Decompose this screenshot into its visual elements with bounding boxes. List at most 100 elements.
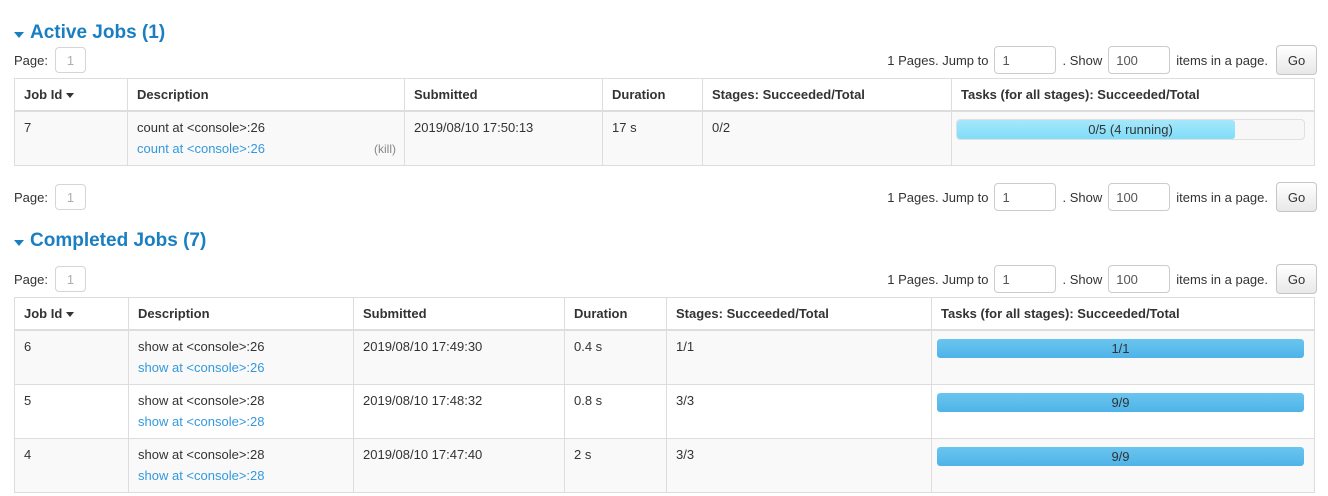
cell-submitted: 2019/08/10 17:50:13	[404, 110, 603, 166]
items-per-page-input[interactable]	[1108, 46, 1171, 74]
items-per-page-input[interactable]	[1108, 183, 1171, 211]
cell-description: show at <console>:28 show at <console>:2…	[128, 384, 354, 439]
cell-stages: 3/3	[666, 438, 932, 493]
items-in-page-label: items in a page.	[1176, 52, 1268, 68]
cell-submitted: 2019/08/10 17:47:40	[353, 438, 565, 493]
active-pagination-controls-bottom: 1 Pages. Jump to . Show items in a page.…	[887, 182, 1317, 212]
task-progress-label: 0/5 (4 running)	[1088, 122, 1173, 137]
cell-tasks-progress: 9/9	[931, 384, 1315, 439]
cell-stages: 0/2	[702, 110, 952, 166]
active-pagination-top: Page: 1 1 Pages. Jump to . Show items in…	[0, 42, 1328, 78]
task-progress-label: 9/9	[1111, 449, 1130, 464]
job-description-text: show at <console>:26	[138, 339, 265, 354]
go-button[interactable]: Go	[1276, 182, 1317, 212]
column-header-stages[interactable]: Stages: Succeeded/Total	[702, 78, 952, 112]
items-per-page-input[interactable]	[1108, 265, 1171, 293]
completed-jobs-header-label: Completed Jobs (7)	[30, 230, 207, 251]
active-jobs-table: Job Id Description Submitted Duration St…	[14, 78, 1315, 166]
cell-duration: 17 s	[602, 110, 703, 166]
current-page-box[interactable]: 1	[54, 184, 86, 210]
column-header-job-id-label: Job Id	[24, 306, 63, 321]
cell-job-id: 7	[14, 110, 128, 166]
active-page-indicator-bottom: Page: 1	[14, 184, 86, 210]
cell-description: show at <console>:26 show at <console>:2…	[128, 329, 354, 385]
task-progress-fill	[937, 447, 1304, 466]
jump-to-page-input[interactable]	[994, 183, 1057, 211]
job-description-link[interactable]: show at <console>:28	[138, 414, 265, 429]
cell-submitted: 2019/08/10 17:48:32	[353, 384, 565, 439]
task-progress-bar: 9/9	[936, 392, 1305, 413]
completed-pagination-controls-top: 1 Pages. Jump to . Show items in a page.…	[887, 264, 1317, 294]
job-description-link[interactable]: show at <console>:28	[138, 468, 265, 483]
job-description-text: count at <console>:26	[137, 120, 265, 135]
active-jobs-section: Active Jobs (1)	[0, 0, 1328, 42]
column-header-tasks[interactable]: Tasks (for all stages): Succeeded/Total	[951, 78, 1315, 112]
column-header-description[interactable]: Description	[128, 297, 354, 331]
cell-duration: 0.4 s	[564, 329, 667, 385]
column-header-job-id-label: Job Id	[24, 87, 63, 102]
pages-count-label: 1 Pages. Jump to	[887, 189, 989, 205]
cell-tasks-progress: 0/5 (4 running)	[951, 110, 1315, 166]
job-description-row: show at <console>:28	[138, 468, 345, 483]
cell-stages: 1/1	[666, 329, 932, 385]
items-in-page-label: items in a page.	[1176, 189, 1268, 205]
cell-duration: 0.8 s	[564, 384, 667, 439]
show-label: . Show	[1062, 271, 1103, 287]
task-progress-label: 9/9	[1111, 395, 1130, 410]
column-header-job-id[interactable]: Job Id	[14, 297, 129, 331]
current-page-box[interactable]: 1	[54, 47, 86, 73]
task-progress-fill	[937, 393, 1304, 412]
cell-tasks-progress: 1/1	[931, 329, 1315, 385]
cell-duration: 2 s	[564, 438, 667, 493]
jump-to-page-input[interactable]	[994, 46, 1057, 74]
task-progress-label: 1/1	[1111, 341, 1130, 356]
column-header-description[interactable]: Description	[127, 78, 405, 112]
column-header-tasks[interactable]: Tasks (for all stages): Succeeded/Total	[931, 297, 1315, 331]
caret-down-icon[interactable]	[14, 31, 24, 38]
column-header-job-id[interactable]: Job Id	[14, 78, 128, 112]
current-page-box[interactable]: 1	[54, 266, 86, 292]
cell-description: show at <console>:28 show at <console>:2…	[128, 438, 354, 493]
cell-submitted: 2019/08/10 17:49:30	[353, 329, 565, 385]
column-header-submitted[interactable]: Submitted	[353, 297, 565, 331]
task-progress-bar: 0/5 (4 running)	[956, 119, 1305, 140]
task-progress-fill	[957, 120, 1235, 139]
cell-job-id: 5	[14, 384, 129, 439]
go-button[interactable]: Go	[1276, 45, 1317, 75]
table-row: 6 show at <console>:26 show at <console>…	[14, 329, 1315, 385]
column-header-duration[interactable]: Duration	[602, 78, 703, 112]
active-page-indicator-top: Page: 1	[14, 47, 86, 73]
completed-jobs-section: Completed Jobs (7)	[0, 215, 1328, 250]
column-header-stages[interactable]: Stages: Succeeded/Total	[666, 297, 932, 331]
job-description-link[interactable]: show at <console>:26	[138, 360, 265, 375]
show-label: . Show	[1062, 52, 1103, 68]
task-progress-fill	[937, 339, 1304, 358]
cell-job-id: 4	[14, 438, 129, 493]
job-description-link[interactable]: count at <console>:26	[137, 141, 265, 156]
completed-page-indicator-top: Page: 1	[14, 266, 86, 292]
completed-jobs-header[interactable]: Completed Jobs (7)	[0, 231, 1328, 250]
cell-tasks-progress: 9/9	[931, 438, 1315, 493]
active-jobs-header[interactable]: Active Jobs (1)	[0, 23, 1328, 42]
job-description-text: show at <console>:28	[138, 393, 265, 408]
sort-descending-icon[interactable]	[66, 93, 75, 98]
active-table-header-row: Job Id Description Submitted Duration St…	[14, 78, 1315, 112]
active-pagination-controls-top: 1 Pages. Jump to . Show items in a page.…	[887, 45, 1317, 75]
caret-down-icon[interactable]	[14, 239, 24, 246]
page-label: Page:	[14, 189, 48, 205]
table-row: 7 count at <console>:26 count at <consol…	[14, 110, 1315, 166]
active-pagination-bottom: Page: 1 1 Pages. Jump to . Show items in…	[0, 179, 1328, 215]
go-button[interactable]: Go	[1276, 264, 1317, 294]
kill-job-link[interactable]: (kill)	[374, 142, 396, 156]
cell-description: count at <console>:26 count at <console>…	[127, 110, 405, 166]
completed-jobs-table: Job Id Description Submitted Duration St…	[14, 297, 1315, 493]
sort-descending-icon[interactable]	[66, 312, 75, 317]
column-header-duration[interactable]: Duration	[564, 297, 667, 331]
pages-count-label: 1 Pages. Jump to	[887, 52, 989, 68]
task-progress-bar: 1/1	[936, 338, 1305, 359]
jump-to-page-input[interactable]	[994, 265, 1057, 293]
active-jobs-header-label: Active Jobs (1)	[30, 22, 166, 43]
column-header-submitted[interactable]: Submitted	[404, 78, 603, 112]
table-row: 4 show at <console>:28 show at <console>…	[14, 438, 1315, 493]
